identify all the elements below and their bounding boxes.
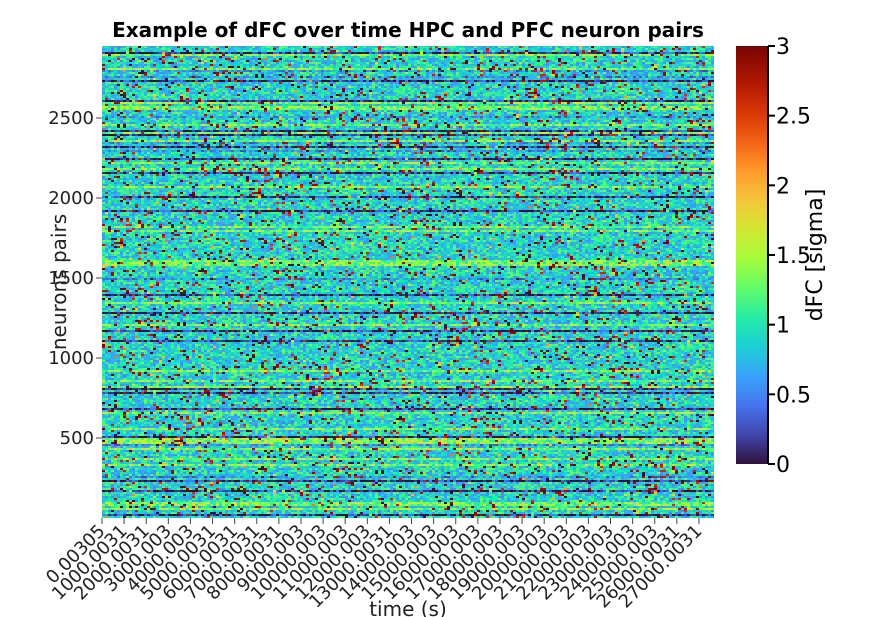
colorbar-tick-label: 0 [776,453,790,478]
colorbar [736,46,768,464]
y-tick-label: 500 [60,428,94,449]
colorbar-tick-label: 1 [776,314,790,339]
y-axis-label: neurons pairs [47,214,71,350]
y-tick-label: 1000 [48,348,94,369]
colorbar-tick-label: 2.5 [776,105,811,130]
y-tick-label: 2000 [48,188,94,209]
chart-title: Example of dFC over time HPC and PFC neu… [112,18,704,42]
colorbar-tick-label: 1.5 [776,244,811,269]
x-axis-ticks: 0.003051000.00312000.00313000.0034000.00… [42,518,706,612]
colorbar-label: dFC [sigma] [803,189,828,322]
y-axis-ticks: 500 1000 1500 2000 2500 [48,108,102,449]
x-axis-label: time (s) [369,597,447,617]
heatmap-cells [102,46,714,518]
y-tick-label: 2500 [48,108,94,129]
y-tick-label: 1500 [48,268,94,289]
colorbar-tick-label: 2 [776,174,790,199]
colorbar-ticks: 0 0.5 1 1.5 2 2.5 3 [768,35,811,478]
heatmap-image [102,46,714,518]
colorbar-tick-label: 3 [776,35,790,60]
colorbar-tick-label: 0.5 [776,383,811,408]
